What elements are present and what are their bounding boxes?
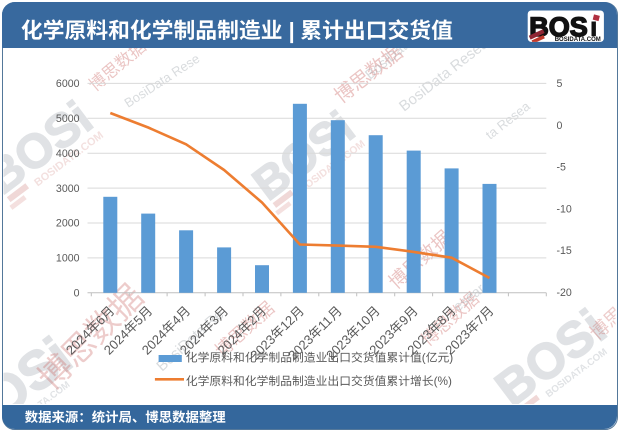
svg-text:2: 2 <box>244 312 260 328</box>
svg-text:11: 11 <box>315 313 335 333</box>
svg-text:(: ( <box>422 351 426 365</box>
svg-text:5: 5 <box>557 78 563 90</box>
svg-text:7: 7 <box>472 312 488 328</box>
svg-text:): ) <box>449 351 453 365</box>
svg-text:5000: 5000 <box>56 113 80 125</box>
svg-text:2024: 2024 <box>101 327 132 358</box>
svg-text:-20: -20 <box>557 287 572 299</box>
svg-text:-15: -15 <box>557 245 572 257</box>
svg-text:0: 0 <box>557 120 563 132</box>
svg-text:1000: 1000 <box>56 253 80 265</box>
svg-text:2000: 2000 <box>56 218 80 230</box>
svg-text:BosiData Res: BosiData Res <box>362 15 438 82</box>
svg-text:-10: -10 <box>557 203 572 215</box>
svg-text:3000: 3000 <box>56 183 80 195</box>
svg-text:BOSIDATA.COM: BOSIDATA.COM <box>555 37 601 43</box>
svg-text:ta Resea: ta Resea <box>483 98 534 142</box>
svg-text:5: 5 <box>130 312 146 328</box>
svg-text:4000: 4000 <box>56 148 80 160</box>
svg-text:-5: -5 <box>557 162 567 174</box>
svg-text:BosiData Rese: BosiData Rese <box>121 51 202 111</box>
svg-text:4: 4 <box>168 312 184 328</box>
svg-text:6000: 6000 <box>56 78 80 90</box>
svg-text:BosiData Research: BosiData Research <box>396 22 508 115</box>
svg-text:(%): (%) <box>434 374 452 388</box>
svg-text:9: 9 <box>396 312 412 328</box>
svg-text:|: | <box>289 18 295 43</box>
svg-text:0: 0 <box>74 288 80 300</box>
